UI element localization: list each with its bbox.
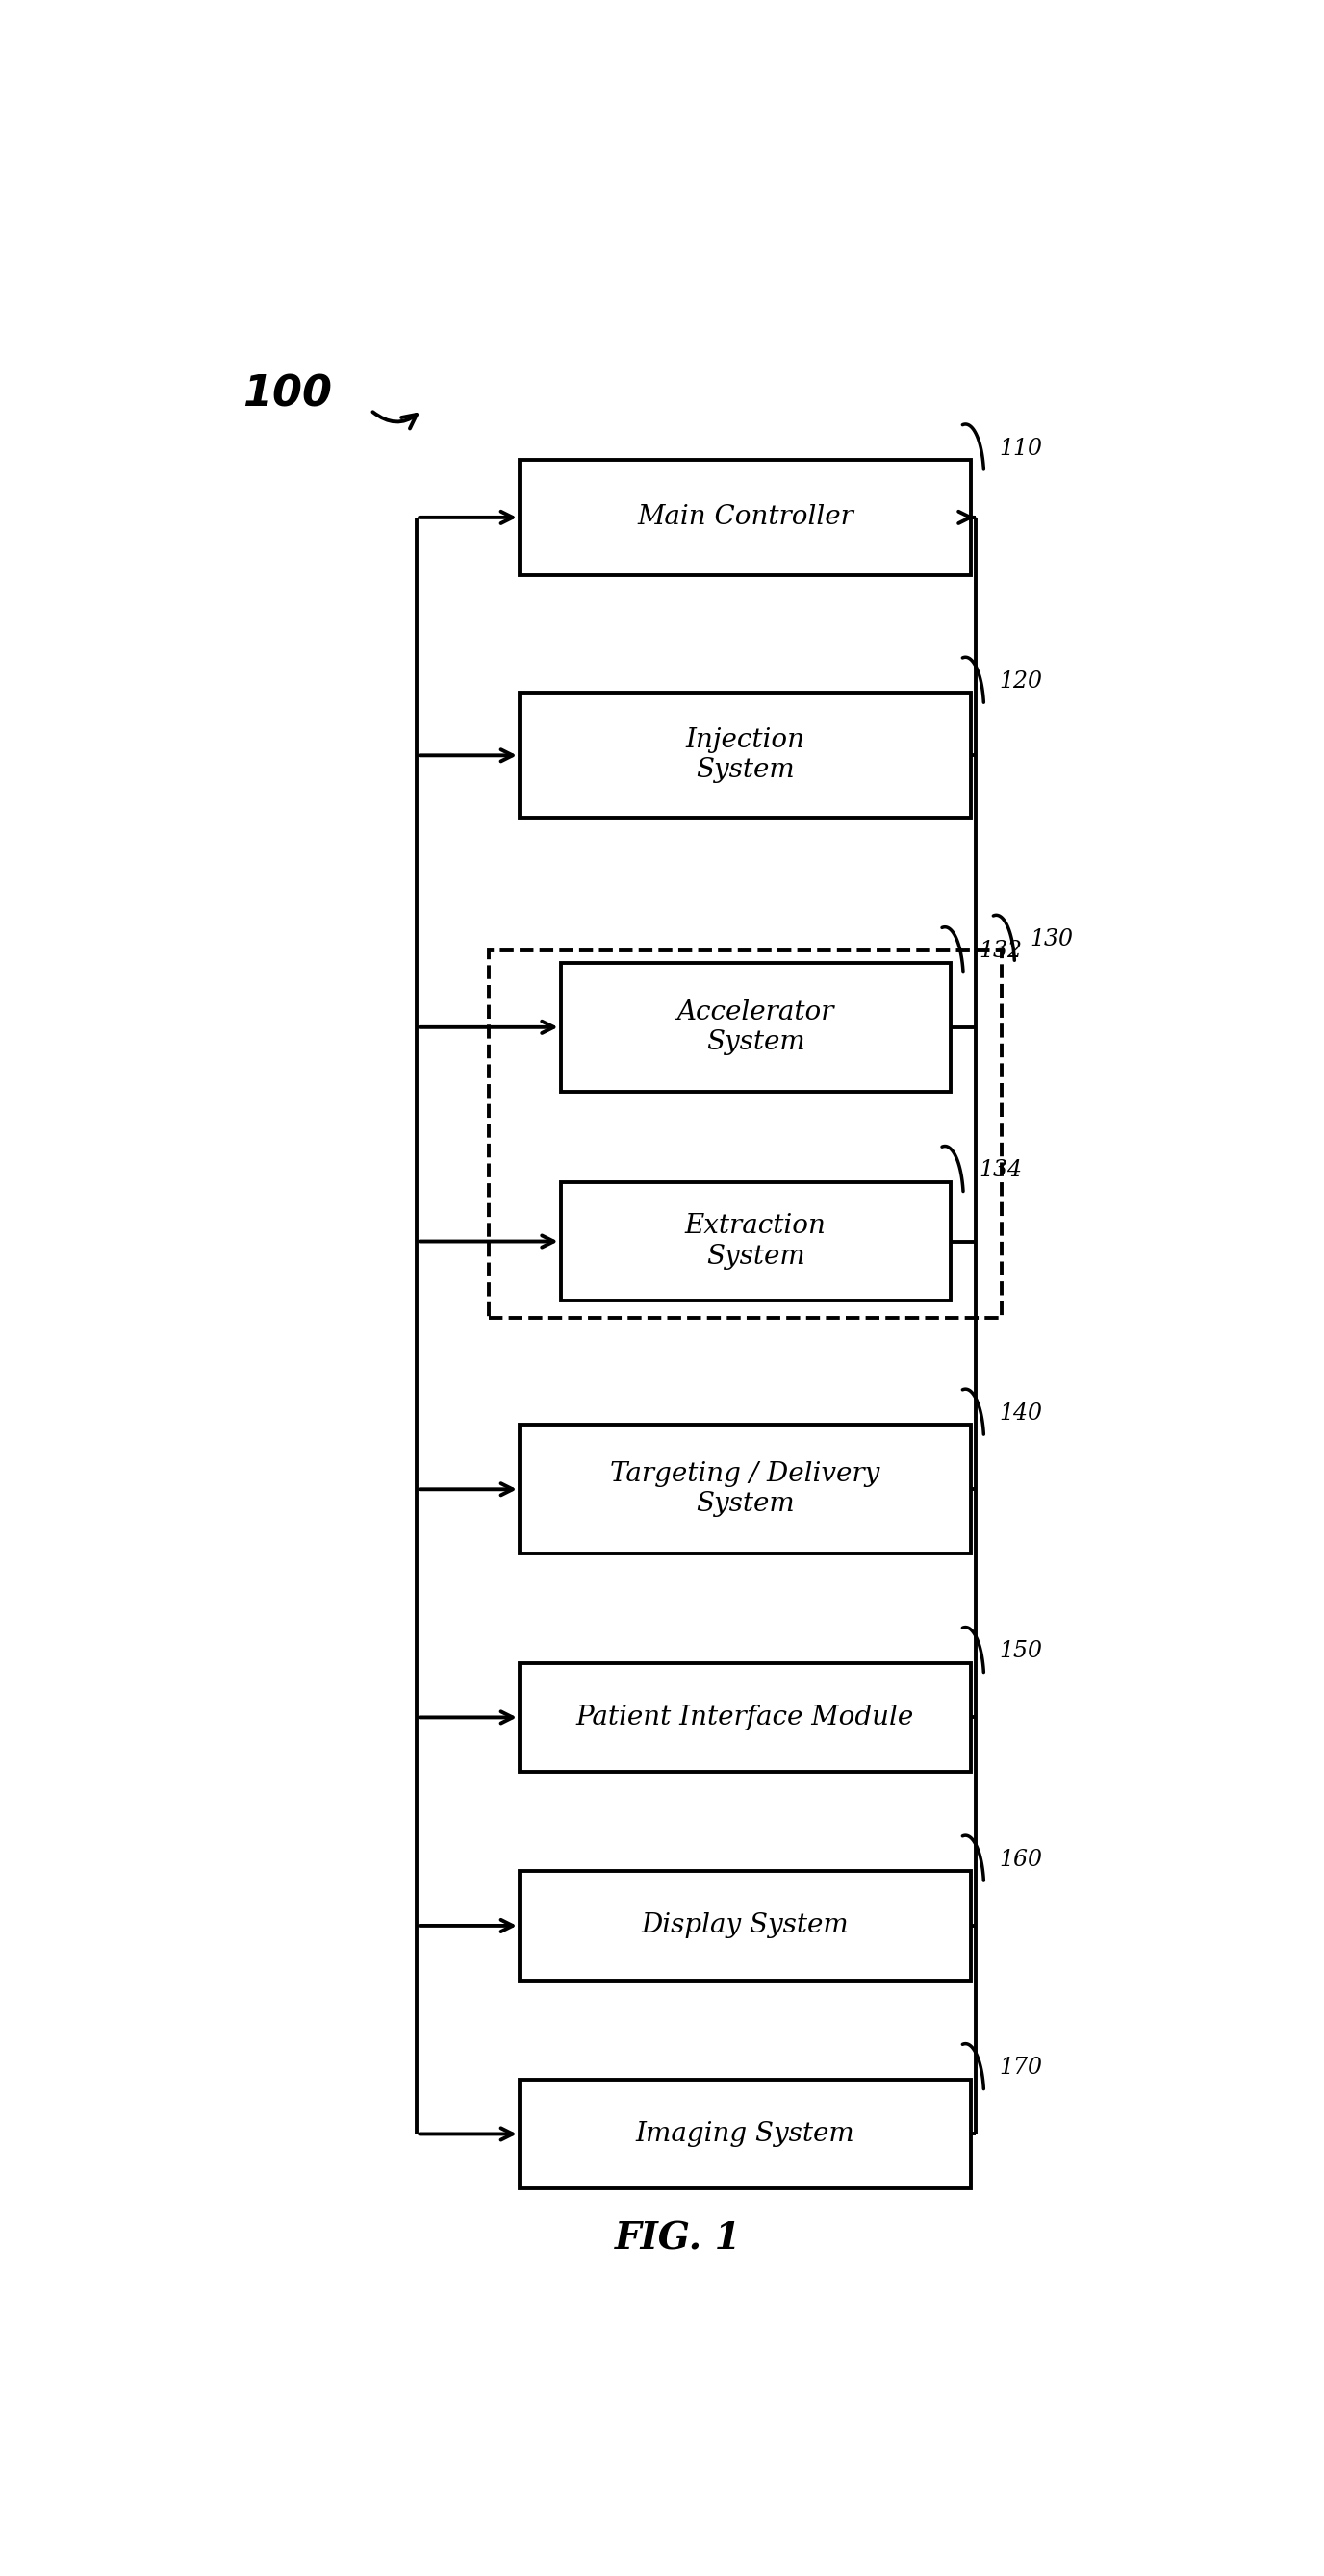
Text: 132: 132 bbox=[978, 940, 1022, 963]
Text: 100: 100 bbox=[242, 374, 332, 415]
Text: Main Controller: Main Controller bbox=[637, 505, 854, 531]
Text: 130: 130 bbox=[1030, 927, 1074, 951]
Text: Display System: Display System bbox=[641, 1914, 849, 1940]
Text: 150: 150 bbox=[1000, 1641, 1042, 1662]
Bar bbox=[519, 1425, 970, 1553]
Text: 110: 110 bbox=[1000, 438, 1042, 459]
Text: Targeting / Delivery
System: Targeting / Delivery System bbox=[610, 1461, 880, 1517]
Text: 170: 170 bbox=[1000, 2056, 1042, 2079]
Text: 160: 160 bbox=[1000, 1850, 1042, 1870]
Bar bbox=[489, 951, 1002, 1319]
Text: 134: 134 bbox=[978, 1159, 1022, 1182]
Bar bbox=[519, 693, 970, 819]
Bar bbox=[560, 963, 951, 1092]
Text: Patient Interface Module: Patient Interface Module bbox=[576, 1705, 915, 1731]
Bar bbox=[560, 1182, 951, 1301]
Text: 120: 120 bbox=[1000, 670, 1042, 693]
Text: FIG. 1: FIG. 1 bbox=[616, 2221, 741, 2257]
Text: Imaging System: Imaging System bbox=[636, 2120, 855, 2146]
Text: Accelerator
System: Accelerator System bbox=[677, 999, 834, 1056]
Text: Injection
System: Injection System bbox=[686, 726, 805, 783]
Bar bbox=[519, 2079, 970, 2190]
Text: Extraction
System: Extraction System bbox=[685, 1213, 826, 1270]
Bar bbox=[519, 1664, 970, 1772]
Bar bbox=[519, 461, 970, 574]
Text: 140: 140 bbox=[1000, 1401, 1042, 1425]
Bar bbox=[519, 1870, 970, 1981]
